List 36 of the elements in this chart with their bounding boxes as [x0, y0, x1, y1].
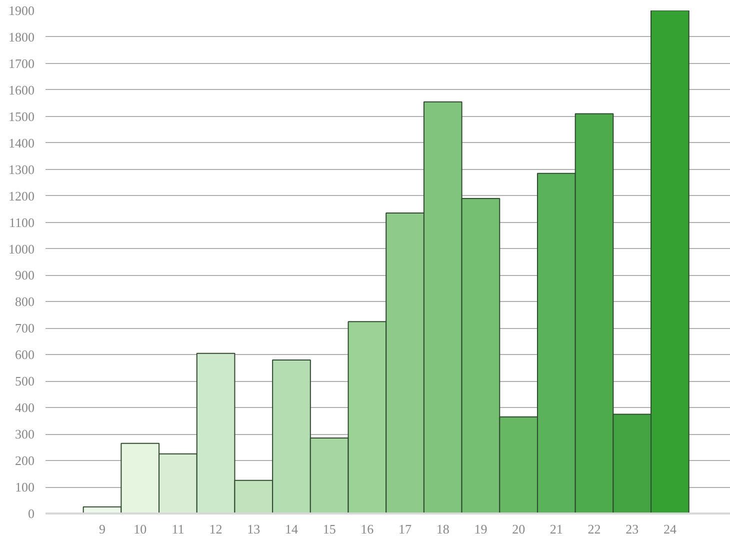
x-tick-label: 23	[626, 522, 639, 536]
y-tick-label: 1900	[8, 3, 34, 18]
y-tick-label: 700	[15, 320, 34, 336]
x-tick-label: 10	[134, 522, 147, 536]
y-tick-label: 300	[15, 426, 34, 442]
y-tick-label: 1100	[8, 214, 35, 230]
y-tick-label: 800	[15, 294, 34, 310]
x-tick-label: 16	[360, 522, 374, 536]
x-tick-label: 20	[512, 522, 526, 536]
x-tick-label: 18	[436, 522, 450, 536]
x-tick-label: 12	[209, 522, 222, 536]
y-tick-label: 100	[15, 480, 34, 495]
x-tick-label: 11	[172, 522, 184, 536]
x-tick-label: 19	[474, 522, 488, 536]
y-tick-label: 1300	[8, 162, 34, 177]
y-tick-label: 1800	[8, 29, 34, 44]
y-tick-label: 1000	[8, 241, 34, 256]
y-tick-label: 500	[15, 374, 34, 389]
x-tick-label: 14	[284, 522, 298, 536]
x-tick-label: 17	[398, 522, 412, 536]
y-tick-label: 600	[15, 347, 34, 362]
y-tick-label: 400	[15, 400, 34, 416]
y-tick-label: 1600	[8, 82, 34, 98]
y-tick-label: 1200	[8, 188, 34, 204]
y-tick-label: 1500	[8, 108, 34, 124]
y-tick-label: 1700	[8, 56, 34, 71]
y-tick-label: 1400	[8, 135, 34, 150]
x-tick-label: 9	[99, 522, 106, 536]
y-tick-label: 0	[28, 506, 34, 521]
y-tick-label: 200	[15, 453, 34, 468]
x-tick-label: 22	[588, 522, 601, 536]
x-tick-label: 13	[247, 522, 260, 536]
x-tick-label: 15	[322, 522, 336, 536]
x-tick-label: 21	[550, 522, 563, 536]
x-tick-label: 24	[663, 522, 677, 536]
y-tick-label: 900	[15, 268, 34, 283]
